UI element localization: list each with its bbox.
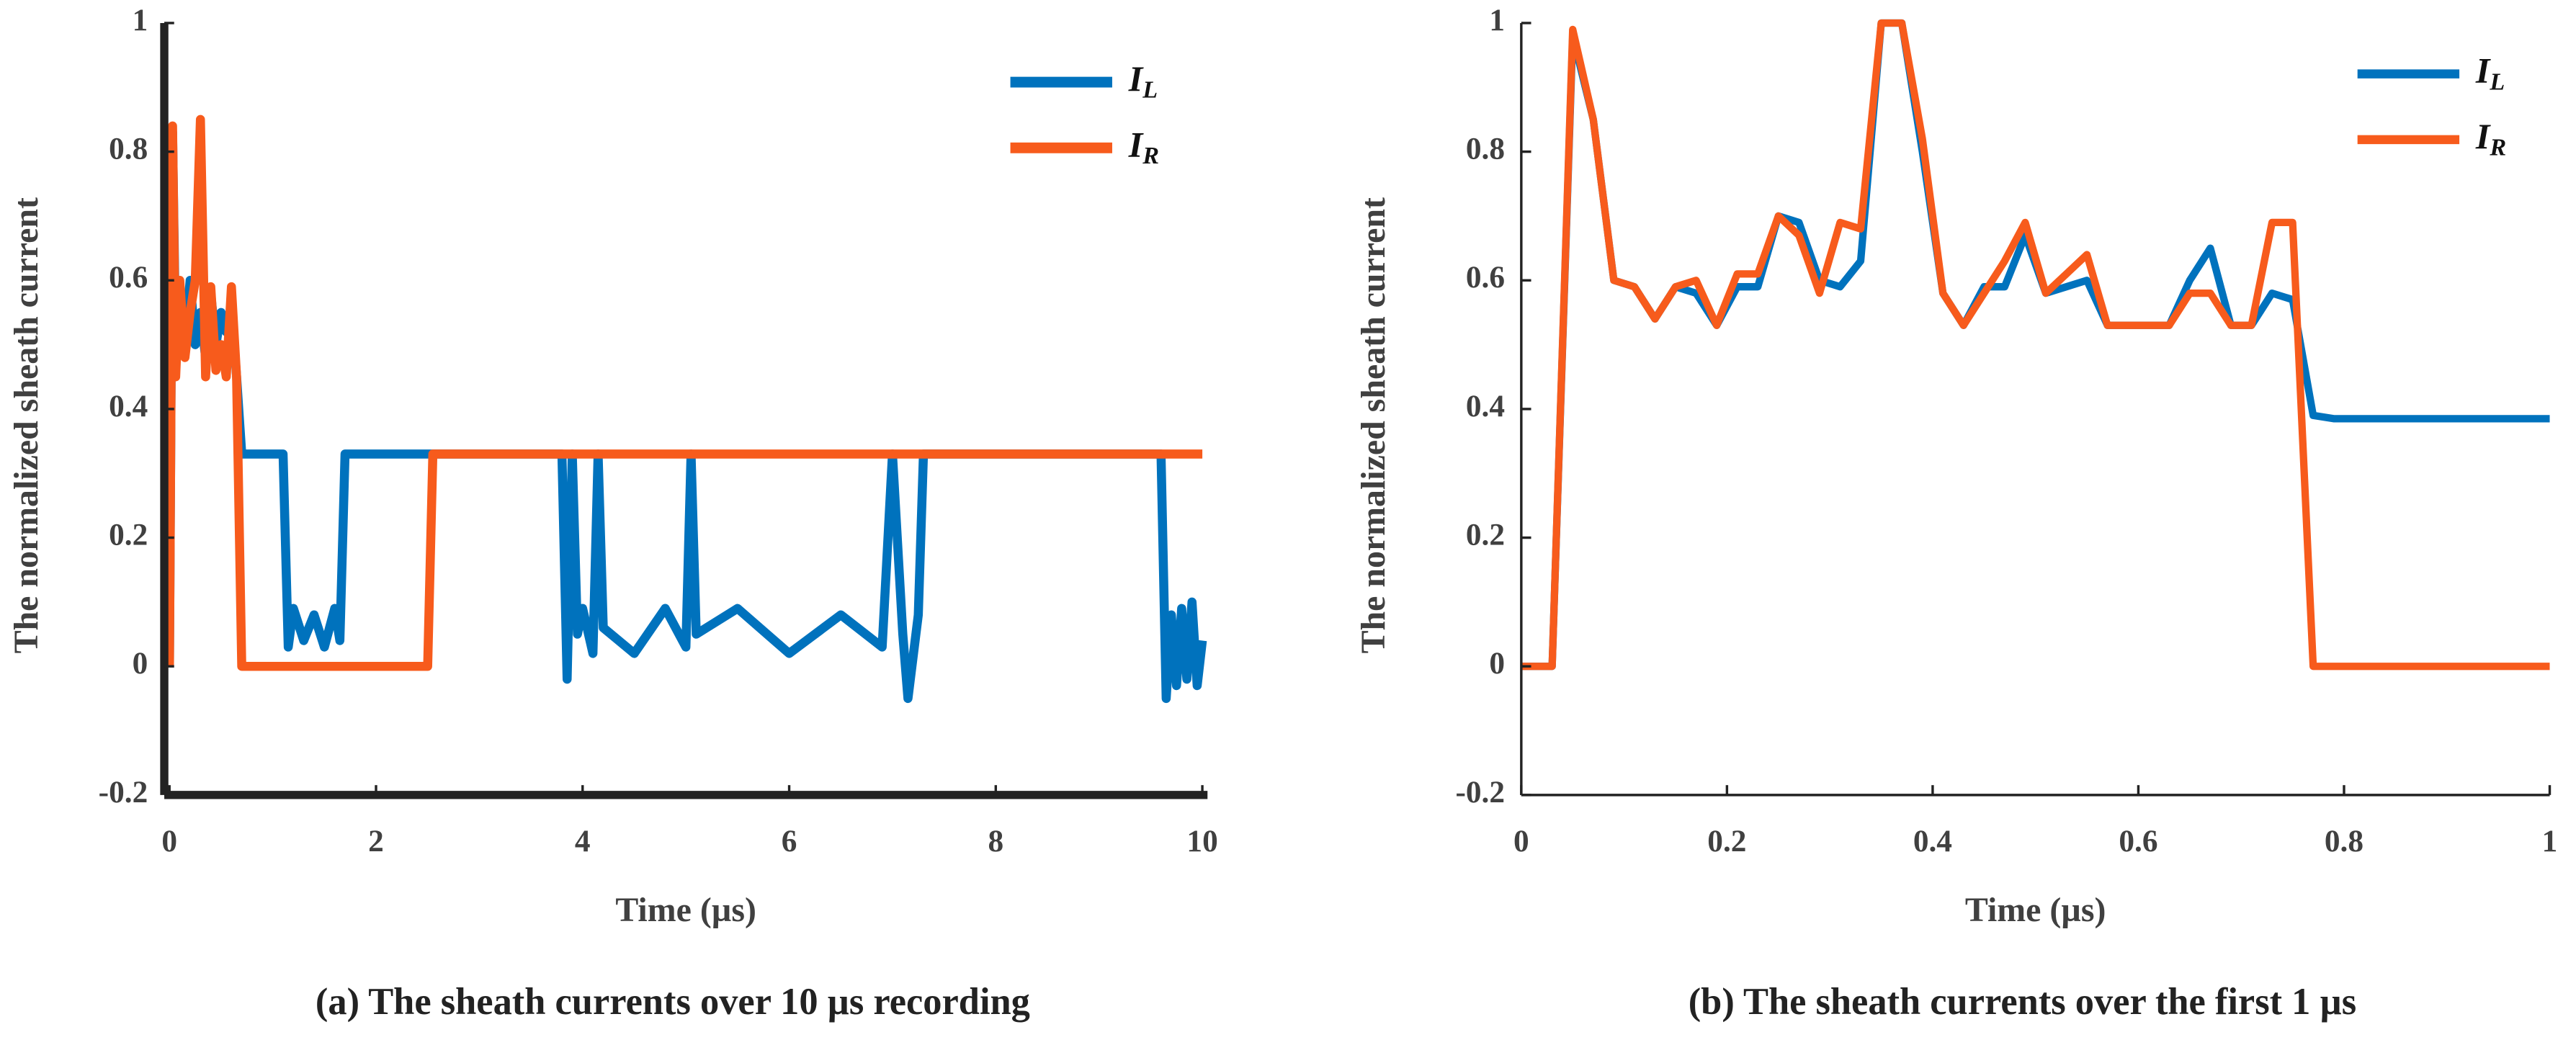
x-tick-label: 0.6 <box>2119 824 2157 858</box>
x-tick-label: 10 <box>1186 824 1217 858</box>
caption: (a) The sheath currents over 10 µs recor… <box>316 981 1030 1023</box>
x-tick-label: 2 <box>368 824 384 858</box>
x-tick-label: 0.2 <box>1707 824 1746 858</box>
legend-label: IL <box>2475 50 2505 95</box>
y-tick-label: 0.4 <box>109 389 148 423</box>
y-tick-label: -0.2 <box>1455 775 1505 809</box>
y-tick-label: 1 <box>133 3 148 37</box>
series-line <box>164 127 1207 704</box>
legend-label: IR <box>1128 124 1159 169</box>
x-tick-label: 0 <box>1513 824 1529 858</box>
y-tick-label: 0.8 <box>1466 132 1505 166</box>
legend-label: IL <box>1128 58 1158 104</box>
x-tick-label: 0.4 <box>1913 824 1952 858</box>
y-axis-label: The normalized sheath current <box>1354 197 1392 653</box>
x-axis-label: Time (µs) <box>615 891 756 929</box>
y-tick-label: 0.6 <box>1466 260 1505 295</box>
x-axis-label: Time (µs) <box>1965 891 2106 929</box>
y-tick-label: 0.8 <box>109 132 148 166</box>
legend-label: IR <box>2475 115 2506 161</box>
y-tick-label: 0.2 <box>1466 517 1505 552</box>
y-tick-label: 0 <box>133 646 148 681</box>
x-tick-label: 8 <box>988 824 1003 858</box>
series-line <box>1521 19 2550 670</box>
y-tick-label: 1 <box>1489 3 1505 37</box>
x-tick-label: 0 <box>161 824 177 858</box>
y-tick-label: 0.2 <box>109 517 148 552</box>
x-tick-label: 4 <box>575 824 591 858</box>
y-axis-label: The normalized sheath current <box>7 197 45 653</box>
series-line <box>1521 19 2550 670</box>
series-line <box>164 115 1203 671</box>
x-tick-label: 1 <box>2542 824 2558 858</box>
y-tick-label: 0.6 <box>109 260 148 295</box>
y-tick-label: -0.2 <box>99 775 148 809</box>
y-tick-label: 0.4 <box>1466 389 1505 423</box>
y-tick-label: 0 <box>1489 646 1505 681</box>
x-tick-label: 6 <box>782 824 797 858</box>
x-tick-label: 0.8 <box>2325 824 2363 858</box>
caption: (b) The sheath currents over the first 1… <box>1689 981 2356 1023</box>
